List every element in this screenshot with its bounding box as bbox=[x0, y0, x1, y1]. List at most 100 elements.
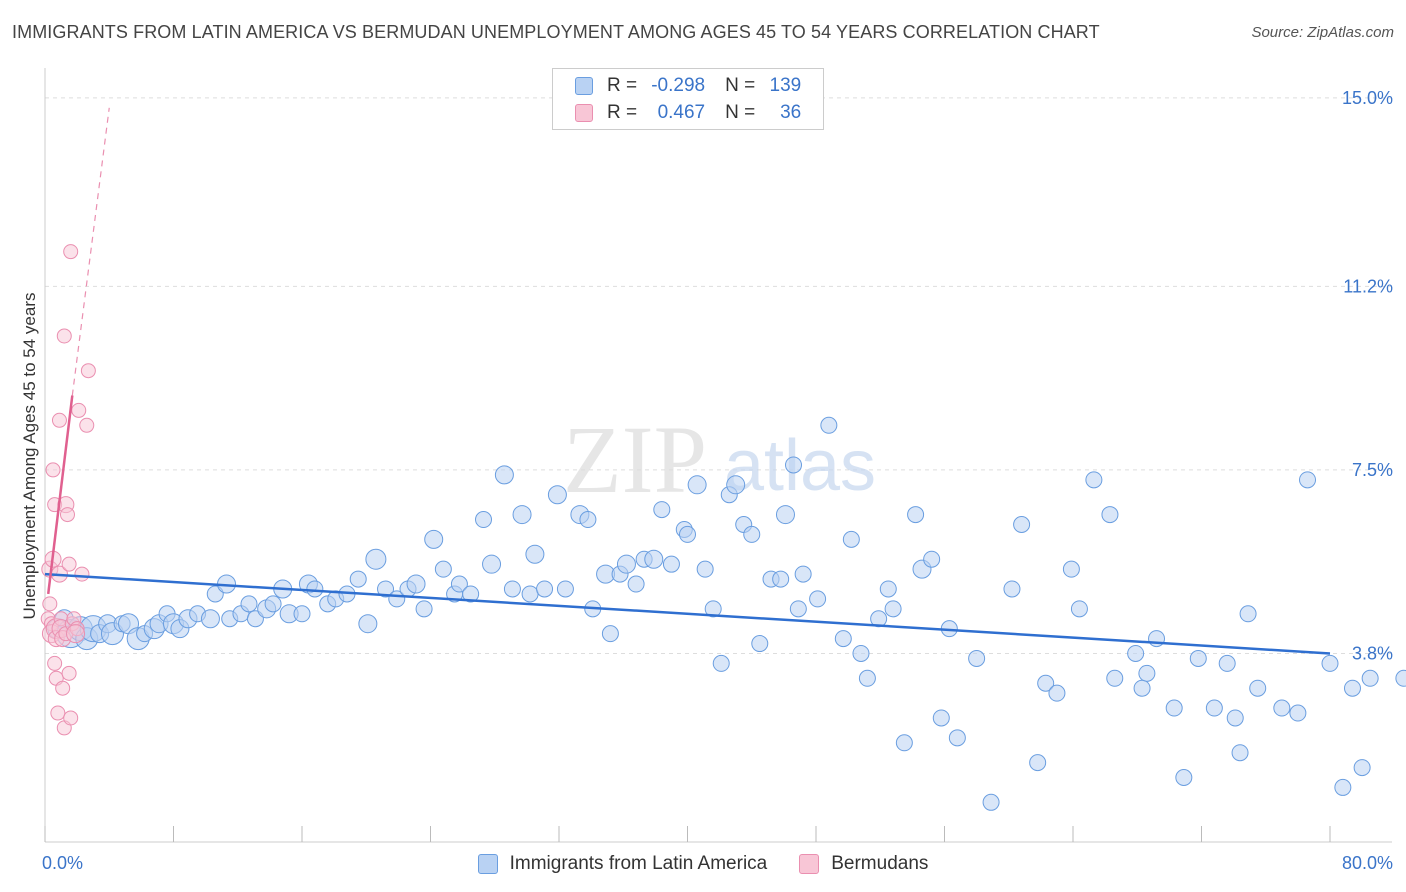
point-immigrants-133 bbox=[1321, 654, 1339, 672]
point-immigrants-87 bbox=[789, 600, 807, 618]
point-immigrants-73 bbox=[679, 525, 696, 543]
legend-r-value: 0.467 bbox=[657, 102, 706, 123]
legend-item-immigrants[interactable]: Immigrants from Latin America bbox=[477, 853, 768, 875]
point-immigrants-66 bbox=[616, 554, 636, 574]
point-bermudans-2 bbox=[42, 596, 58, 612]
trendline-immigrants bbox=[44, 572, 1331, 655]
source-credit: Source: ZipAtlas.com bbox=[1251, 24, 1394, 41]
point-immigrants-138 bbox=[1395, 669, 1406, 687]
point-immigrants-129 bbox=[1249, 679, 1267, 697]
point-immigrants-45 bbox=[424, 529, 444, 549]
point-immigrants-109 bbox=[1029, 754, 1047, 772]
point-immigrants-46 bbox=[434, 560, 452, 578]
axes bbox=[44, 68, 1392, 843]
legend-swatch-blue bbox=[575, 77, 593, 95]
point-bermudans-6 bbox=[45, 462, 61, 478]
series-immigrants-points bbox=[47, 416, 1406, 811]
point-immigrants-130 bbox=[1273, 699, 1291, 717]
chart-title: IMMIGRANTS FROM LATIN AMERICA VS BERMUDA… bbox=[12, 22, 1100, 42]
point-immigrants-121 bbox=[1165, 699, 1183, 717]
point-immigrants-55 bbox=[521, 585, 539, 603]
point-immigrants-136 bbox=[1353, 759, 1371, 777]
point-immigrants-84 bbox=[772, 570, 790, 588]
point-immigrants-122 bbox=[1175, 769, 1193, 787]
trendline-bermudans-extension bbox=[71, 107, 110, 396]
point-immigrants-33 bbox=[306, 580, 324, 598]
point-immigrants-125 bbox=[1218, 654, 1236, 672]
point-bermudans-18 bbox=[55, 680, 71, 696]
point-immigrants-74 bbox=[687, 475, 707, 495]
x-tick-label-max: 80.0% bbox=[1342, 853, 1393, 873]
point-immigrants-107 bbox=[1003, 580, 1021, 598]
point-bermudans-23 bbox=[59, 507, 75, 523]
point-immigrants-59 bbox=[556, 580, 574, 598]
y-axis-label: Unemployment Among Ages 45 to 54 years bbox=[20, 292, 39, 620]
legend-label-bermudans: Bermudans bbox=[831, 853, 929, 874]
point-immigrants-97 bbox=[884, 600, 902, 618]
point-immigrants-101 bbox=[923, 550, 941, 568]
legend-n-value: 36 bbox=[780, 102, 802, 123]
legend-r-label: R = bbox=[607, 102, 638, 123]
legend-label-immigrants: Immigrants from Latin America bbox=[509, 853, 768, 874]
trendlines bbox=[44, 107, 1331, 655]
point-immigrants-58 bbox=[547, 485, 567, 505]
series-bermudans-points bbox=[40, 244, 96, 736]
point-immigrants-123 bbox=[1189, 649, 1207, 667]
point-immigrants-117 bbox=[1127, 644, 1145, 662]
legend-n-label: N = bbox=[725, 75, 756, 96]
watermark-zip: ZIP bbox=[563, 406, 707, 513]
tick-labels: 3.8% 7.5% 11.2% 15.0% 0.0% 80.0% bbox=[42, 88, 1393, 873]
point-immigrants-28 bbox=[264, 595, 282, 613]
point-immigrants-20 bbox=[200, 609, 220, 629]
legend-item-bermudans[interactable]: Bermudans bbox=[799, 853, 928, 875]
point-immigrants-108 bbox=[1013, 515, 1031, 533]
point-immigrants-86 bbox=[785, 456, 803, 474]
point-bermudans-27 bbox=[63, 710, 79, 726]
point-immigrants-128 bbox=[1239, 605, 1257, 623]
point-bermudans-25 bbox=[61, 665, 77, 681]
point-immigrants-90 bbox=[820, 416, 838, 434]
point-immigrants-49 bbox=[462, 585, 480, 603]
point-immigrants-137 bbox=[1361, 669, 1379, 687]
point-immigrants-77 bbox=[712, 654, 730, 672]
point-immigrants-61 bbox=[579, 511, 597, 529]
point-immigrants-38 bbox=[358, 614, 378, 634]
point-immigrants-115 bbox=[1101, 506, 1119, 524]
point-immigrants-111 bbox=[1048, 684, 1066, 702]
point-immigrants-52 bbox=[494, 465, 514, 485]
point-bermudans-33 bbox=[79, 417, 95, 433]
point-immigrants-64 bbox=[601, 625, 619, 643]
point-immigrants-31 bbox=[293, 605, 311, 623]
point-immigrants-75 bbox=[696, 560, 714, 578]
y-tick-label-3: 15.0% bbox=[1342, 88, 1393, 108]
point-immigrants-81 bbox=[743, 525, 761, 543]
point-immigrants-104 bbox=[948, 729, 966, 747]
point-immigrants-132 bbox=[1299, 471, 1317, 489]
point-immigrants-127 bbox=[1231, 744, 1249, 762]
point-immigrants-51 bbox=[482, 554, 502, 574]
y-tick-label-1: 7.5% bbox=[1352, 460, 1393, 480]
point-immigrants-25 bbox=[240, 595, 258, 613]
point-bermudans-34 bbox=[80, 363, 96, 379]
point-bermudans-35 bbox=[66, 624, 86, 644]
point-immigrants-53 bbox=[503, 580, 521, 598]
point-bermudans-12 bbox=[50, 705, 66, 721]
point-bermudans-24 bbox=[61, 556, 77, 572]
legend-row-bermudans: R = 0.467 N = 36 bbox=[575, 101, 801, 125]
legend-r-label: R = bbox=[607, 75, 638, 96]
point-immigrants-124 bbox=[1205, 699, 1223, 717]
point-bermudans-31 bbox=[71, 402, 87, 418]
point-immigrants-118 bbox=[1133, 679, 1151, 697]
point-immigrants-92 bbox=[842, 530, 860, 548]
legend-r-value: -0.298 bbox=[651, 75, 706, 96]
point-immigrants-135 bbox=[1343, 679, 1361, 697]
point-immigrants-89 bbox=[809, 590, 827, 608]
point-bermudans-26 bbox=[63, 244, 79, 260]
point-immigrants-69 bbox=[644, 549, 664, 569]
point-immigrants-54 bbox=[512, 505, 532, 525]
point-bermudans-20 bbox=[56, 328, 72, 344]
point-immigrants-85 bbox=[775, 505, 795, 525]
point-immigrants-93 bbox=[852, 644, 870, 662]
point-immigrants-112 bbox=[1062, 560, 1080, 578]
